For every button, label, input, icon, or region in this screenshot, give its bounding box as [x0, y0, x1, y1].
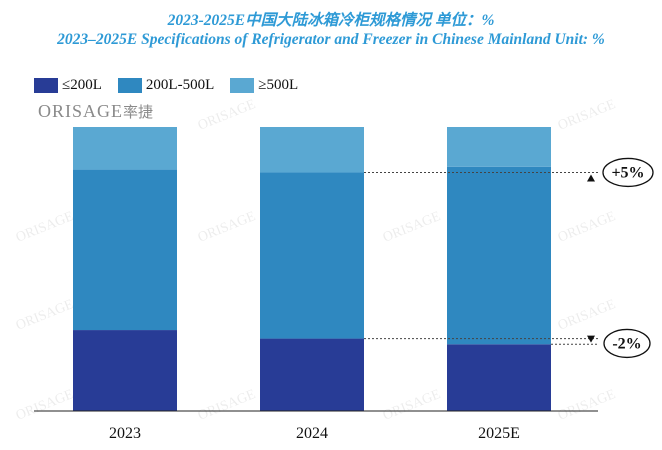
- legend-swatch-large: [230, 78, 255, 93]
- arrow-down-icon: [587, 335, 595, 343]
- legend: ≤200L 200L-500L ≥500L: [34, 77, 314, 94]
- annotation-ellipse-down: [603, 328, 651, 359]
- chart-title-cn: 2023-2025E中国大陆冰箱冷柜规格情况 单位：%: [167, 12, 495, 29]
- legend-label-large: ≥500L: [258, 77, 299, 93]
- watermark-8: ORISAGE: [196, 97, 258, 134]
- legend-swatch-small: [34, 78, 58, 93]
- bar-2025E-0: [447, 344, 551, 411]
- brand-logo-text: ORISAGE: [38, 101, 124, 121]
- x-tick-label-0: 2023: [109, 425, 141, 442]
- chart-title-en: 2023–2025E Specifications of Refrigerato…: [57, 31, 605, 48]
- annotation-ellipse-up: [602, 157, 654, 188]
- annotation-label-down: -2%: [612, 335, 641, 352]
- bar-2024-2: [260, 127, 364, 173]
- brand-logo: ORISAGE率捷: [38, 101, 153, 122]
- watermark-3: ORISAGE: [556, 209, 618, 246]
- legend-item-mid: 200L-500L: [117, 77, 215, 94]
- watermark-7: ORISAGE: [556, 387, 618, 424]
- legend-label-mid: 200L-500L: [145, 77, 215, 93]
- watermark-4: ORISAGE: [14, 387, 76, 424]
- x-tick-label-2: 2025E: [478, 425, 520, 442]
- watermark-5: ORISAGE: [196, 387, 258, 424]
- annotation-label-up: +5%: [611, 164, 644, 181]
- legend-label-small: ≤200L: [62, 77, 102, 93]
- bar-2024-1: [260, 172, 364, 339]
- bar-2024-0: [260, 338, 364, 411]
- bar-2025E-1: [447, 166, 551, 345]
- x-tick-label-1: 2024: [296, 425, 328, 442]
- legend-item-large: ≥500L: [230, 77, 298, 94]
- watermark-6: ORISAGE: [381, 387, 443, 424]
- watermark-10: ORISAGE: [14, 297, 76, 334]
- bar-2023-2: [73, 127, 177, 170]
- legend-swatch-mid: [117, 78, 142, 93]
- watermark-1: ORISAGE: [196, 209, 258, 246]
- legend-item-small: ≤200L: [34, 77, 102, 94]
- brand-logo-cn: 率捷: [123, 103, 154, 121]
- bar-2023-1: [73, 169, 177, 331]
- watermark-2: ORISAGE: [381, 209, 443, 246]
- bar-2023-0: [73, 330, 177, 411]
- watermark-0: ORISAGE: [14, 209, 76, 246]
- arrow-up-icon: [587, 174, 595, 182]
- watermark-11: ORISAGE: [556, 297, 618, 334]
- bar-2025E-2: [447, 127, 551, 167]
- watermark-9: ORISAGE: [556, 97, 618, 134]
